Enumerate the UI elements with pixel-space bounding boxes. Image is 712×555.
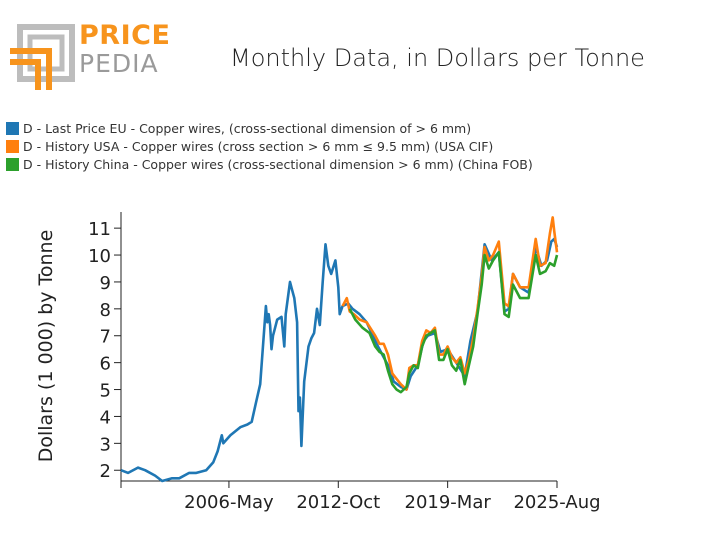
y-tick-label: 10	[88, 246, 111, 267]
chart-title: Monthly Data, in Dollars per Tonne	[230, 44, 645, 72]
y-tick-label: 4	[100, 407, 111, 428]
legend-swatch-china	[6, 157, 19, 171]
legend: D - Last Price EU - Copper wires, (cross…	[6, 119, 533, 173]
y-tick-label: 6	[100, 354, 111, 375]
series-line-china	[348, 251, 559, 394]
y-tick-label: 9	[100, 273, 111, 294]
legend-swatch-eu	[6, 121, 19, 135]
legend-label-eu: D - Last Price EU - Copper wires, (cross…	[23, 120, 472, 136]
x-tick-label: 2019-Mar	[405, 492, 492, 513]
y-tick-label: 2	[100, 461, 111, 482]
y-axis-label: Dollars (1 000) by Tonne	[35, 230, 57, 463]
x-tick-label: 2006-May	[184, 492, 274, 513]
legend-label-usa: D - History USA - Copper wires (cross se…	[23, 138, 494, 154]
y-tick-label: 7	[100, 327, 111, 348]
brand-name-top: PRICE	[79, 20, 171, 51]
y-tick-label: 11	[88, 219, 111, 240]
y-tick-label: 5	[100, 381, 111, 402]
y-tick-label: 8	[100, 300, 111, 321]
series-line-eu	[120, 237, 559, 483]
legend-swatch-usa	[6, 139, 19, 153]
legend-item-eu[interactable]: D - Last Price EU - Copper wires, (cross…	[6, 119, 533, 137]
x-tick-label: 2025-Aug	[513, 492, 600, 513]
brand-name-bottom: PEDIA	[79, 49, 159, 78]
logo-mark-icon	[10, 24, 75, 90]
legend-item-usa[interactable]: D - History USA - Copper wires (cross se…	[6, 137, 533, 155]
legend-item-china[interactable]: D - History China - Copper wires (cross-…	[6, 155, 533, 173]
pricepedia-logo: PRICE PEDIA	[8, 20, 170, 92]
x-tick-label: 2012-Oct	[296, 492, 380, 513]
legend-label-china: D - History China - Copper wires (cross-…	[23, 156, 533, 172]
y-tick-label: 3	[100, 434, 111, 455]
series-line-usa	[341, 216, 559, 391]
